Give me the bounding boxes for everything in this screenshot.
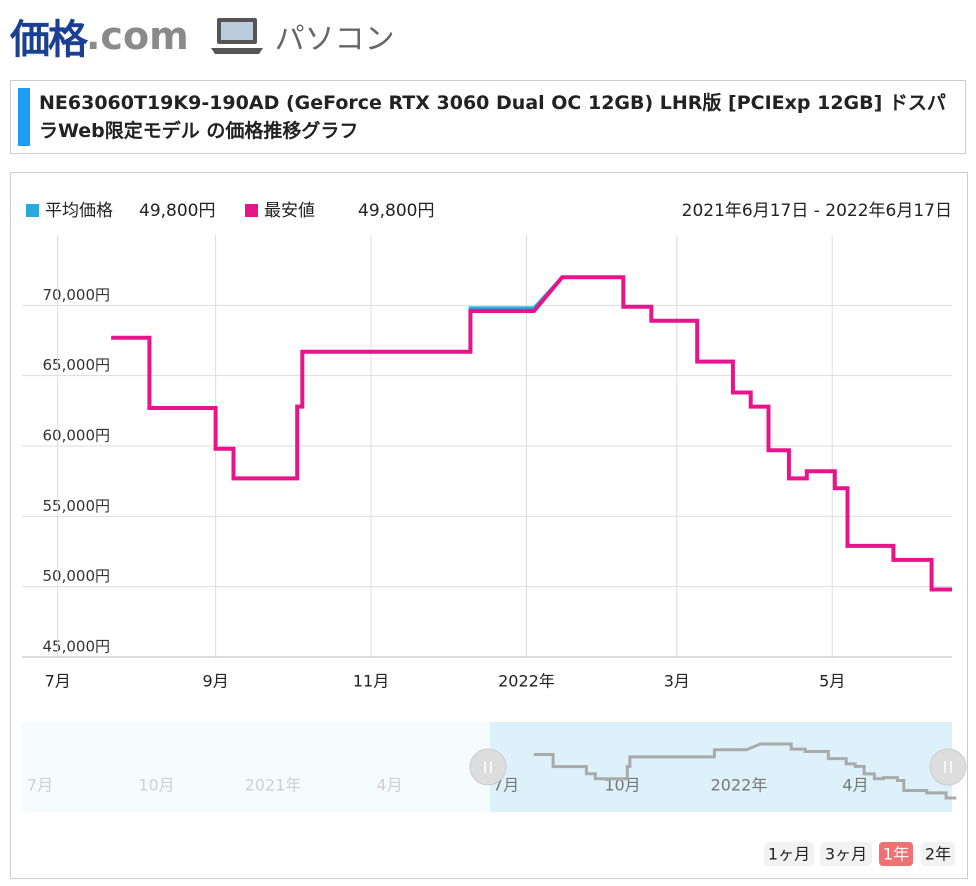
range-button[interactable] <box>879 842 913 866</box>
navigator-handle[interactable] <box>469 748 507 786</box>
y-tick-label: 55,000円 <box>43 497 111 515</box>
navigator-label: 2021年 <box>245 776 302 795</box>
navigator-label: 7月 <box>27 776 53 795</box>
title-accent <box>18 88 30 146</box>
y-tick-label: 70,000円 <box>43 286 111 304</box>
range-button[interactable] <box>820 842 872 866</box>
y-tick-label: 65,000円 <box>43 356 111 374</box>
navigator-label: 2022年 <box>711 776 768 795</box>
navigator-label: 10月 <box>138 776 174 795</box>
navigator-label: 4月 <box>842 776 868 795</box>
x-tick-label: 11月 <box>353 672 389 691</box>
page-title: NE63060T19K9-190AD (GeForce RTX 3060 Dua… <box>39 92 946 142</box>
legend-swatch <box>245 204 258 217</box>
logo-domain: .com <box>86 14 189 58</box>
range-button-label[interactable]: 1ヶ月 <box>768 845 810 864</box>
x-tick-label: 3月 <box>664 672 690 691</box>
x-tick-label: 5月 <box>819 672 845 691</box>
range-button-label[interactable]: 2年 <box>925 845 951 864</box>
x-tick-label: 7月 <box>45 672 71 691</box>
y-tick-label: 45,000円 <box>43 638 111 656</box>
price-line <box>111 275 952 592</box>
laptop-icon <box>210 18 263 54</box>
legend-value: 49,800円 <box>358 201 434 221</box>
legend-value: 49,800円 <box>139 201 215 221</box>
section-name: パソコン <box>274 22 395 57</box>
date-range: 2021年6月17日 - 2022年6月17日 <box>682 201 952 221</box>
range-button-label[interactable]: 3ヶ月 <box>825 845 867 864</box>
x-tick-label: 2022年 <box>498 672 555 691</box>
legend-label: 平均価格 <box>45 201 113 221</box>
navigator-line <box>533 742 957 800</box>
navigator-handle[interactable] <box>929 748 967 786</box>
range-button[interactable] <box>921 842 955 866</box>
range-button[interactable] <box>764 842 814 866</box>
legend-label: 最安値 <box>264 201 315 221</box>
logo: 価格 <box>10 17 88 63</box>
range-button-label[interactable]: 1年 <box>883 845 909 864</box>
y-tick-label: 60,000円 <box>43 427 111 445</box>
y-tick-label: 50,000円 <box>43 567 111 585</box>
title-box: NE63060T19K9-190AD (GeForce RTX 3060 Dua… <box>10 80 966 154</box>
x-tick-label: 9月 <box>203 672 229 691</box>
navigator-label: 4月 <box>376 776 402 795</box>
header: 価格 .com パソコン <box>10 8 610 64</box>
legend-swatch <box>26 204 39 217</box>
